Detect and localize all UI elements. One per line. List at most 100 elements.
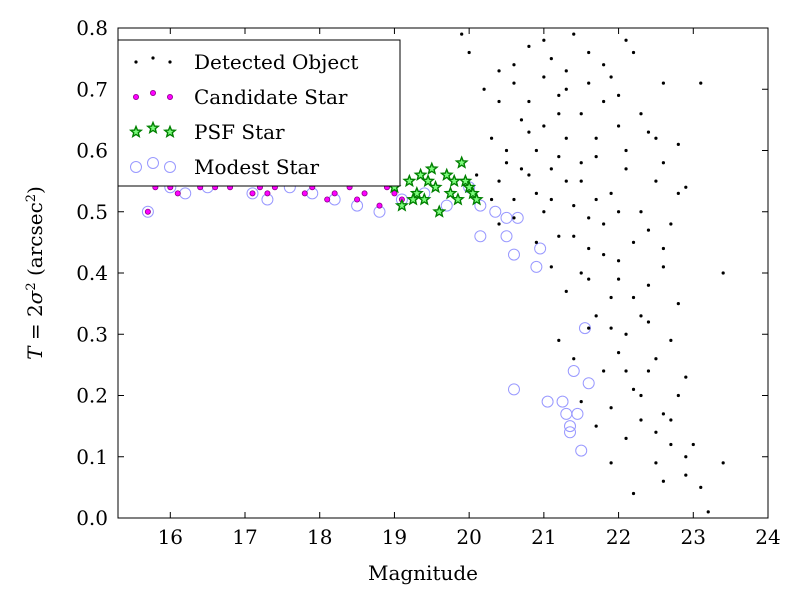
data-point [691,442,695,447]
data-point [301,190,308,197]
data-point [624,436,628,440]
legend-marker [166,94,173,101]
data-point [391,190,398,197]
data-point [542,38,546,42]
data-point [594,136,598,140]
data-point [549,197,553,202]
data-point [609,191,613,195]
data-point [443,185,458,200]
legend-marker [168,60,172,64]
data-point [489,197,494,202]
data-point [527,130,531,134]
data-point [579,400,583,404]
data-point [504,161,509,165]
legend-marker [147,157,159,169]
data-point [462,179,477,194]
data-point [684,473,688,477]
data-point [179,187,192,200]
x-tick-label: 16 [158,525,183,549]
data-point [474,199,487,212]
data-point [511,211,524,224]
data-point [527,44,531,48]
y-tick-label: 0.4 [76,261,108,285]
data-point [174,190,181,197]
data-point [572,234,576,238]
data-point [654,430,658,434]
data-point [246,187,259,200]
data-point [421,173,436,188]
data-point [497,179,501,183]
data-point [646,228,651,232]
data-point [519,167,524,171]
data-point [654,136,658,140]
data-point [564,179,568,183]
data-point [646,283,651,287]
data-point [631,387,636,391]
data-point [572,204,576,208]
data-point [354,196,361,203]
data-point [579,271,583,275]
y-axis-label-part: 2 [24,194,39,202]
y-tick-label: 0.2 [76,384,108,408]
data-point [530,260,543,273]
data-point [594,155,598,159]
legend-marker [151,56,155,60]
data-point [413,167,428,181]
data-point [557,155,561,159]
data-point [616,93,621,97]
data-point [512,216,516,220]
data-point [654,179,658,183]
data-point [609,75,613,79]
data-point [602,222,606,226]
data-point [409,185,424,200]
data-point [467,50,471,55]
data-point [624,38,628,42]
y-axis-label-part: = 2 [23,304,47,346]
y-tick-label: 0.0 [76,506,108,530]
data-point [458,173,473,188]
data-point [567,365,580,377]
data-point [557,93,561,97]
data-point [609,295,613,300]
data-point [587,50,591,55]
data-point [654,461,658,465]
data-point [706,510,710,514]
data-point [542,75,546,79]
y-tick-label: 0.5 [76,200,108,224]
data-point [564,289,568,293]
data-point [141,205,154,218]
data-point [447,173,462,188]
data-point [676,302,680,306]
y-axis-label-part: σ [23,289,47,304]
data-point [669,442,673,447]
data-point [654,357,658,361]
data-point [557,338,561,342]
data-point [144,208,151,215]
data-point [699,81,703,85]
data-point [507,248,520,261]
y-tick-label: 0.1 [76,445,108,469]
y-axis-label-part: T [23,345,47,360]
data-point [661,412,666,416]
data-point [639,112,643,116]
data-point [616,210,621,214]
legend-box [117,39,401,187]
data-point [661,161,666,165]
data-point [572,32,576,36]
legend-marker [132,94,139,101]
data-point [594,314,598,318]
data-point [534,240,538,244]
legend-item: Candidate Star [132,85,348,109]
data-point [376,202,383,209]
data-point [249,190,256,197]
y-tick-label: 0.3 [76,322,108,346]
data-point [475,173,479,177]
data-point [534,148,538,153]
data-point [469,192,484,206]
series-detected-object [460,32,725,514]
legend-marker [162,124,178,138]
data-point [587,216,591,220]
data-point [527,99,531,104]
data-point [646,130,651,134]
